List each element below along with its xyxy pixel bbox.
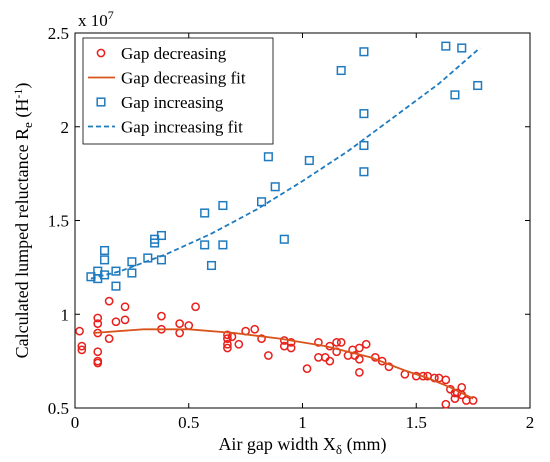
x-tick-label-1: 0.5 <box>178 413 199 432</box>
point-0-34 <box>302 364 312 373</box>
point-2-23 <box>279 234 289 244</box>
point-2-24 <box>304 155 314 166</box>
point-0-49 <box>361 339 371 349</box>
point-2-29 <box>359 167 369 177</box>
point-2-31 <box>450 90 460 100</box>
y-tick-label-1: 1 <box>61 305 70 324</box>
point-0-52 <box>384 362 394 372</box>
point-2-15 <box>200 240 210 250</box>
point-0-29 <box>264 351 273 360</box>
point-2-5 <box>100 245 110 256</box>
x-tick-label-4: 2 <box>526 413 535 432</box>
series-1 <box>93 328 474 400</box>
point-0-21 <box>223 339 232 349</box>
point-2-26 <box>359 47 369 57</box>
point-0-68 <box>457 383 467 392</box>
point-2-32 <box>457 43 467 53</box>
point-2-22 <box>270 182 280 192</box>
point-2-20 <box>257 197 267 207</box>
point-0-42 <box>336 338 346 347</box>
point-0-7 <box>93 319 103 328</box>
point-0-0 <box>75 326 84 336</box>
point-0-25 <box>234 339 244 349</box>
point-2-18 <box>218 240 228 250</box>
y-axis-multiplier: x 107 <box>78 8 114 30</box>
point-0-18 <box>184 321 194 330</box>
point-2-12 <box>150 238 160 248</box>
point-2-33 <box>473 80 483 91</box>
point-0-38 <box>325 356 335 366</box>
x-axis-label: Air gap width Xδ (mm) <box>218 434 386 457</box>
point-0-60 <box>441 375 451 385</box>
point-2-16 <box>200 208 210 218</box>
point-0-16 <box>175 328 184 338</box>
point-0-10 <box>104 296 114 306</box>
legend-swatch-2 <box>96 97 106 107</box>
point-2-9 <box>127 257 137 267</box>
x-tick-label-3: 1.5 <box>406 413 427 432</box>
point-2-21 <box>263 152 273 162</box>
point-0-1 <box>77 345 87 355</box>
fit-line-1 <box>93 328 474 400</box>
point-2-19 <box>218 200 228 211</box>
point-0-47 <box>355 354 364 364</box>
y-tick-label-4: 2.5 <box>48 24 69 43</box>
point-0-11 <box>111 317 121 327</box>
point-0-2 <box>77 341 87 351</box>
point-0-9 <box>104 334 114 343</box>
point-0-4 <box>93 356 103 366</box>
y-tick-label-3: 2 <box>61 118 70 137</box>
y-tick-label-2: 1.5 <box>48 212 69 231</box>
legend-label-3: Gap increasing fit <box>121 118 243 137</box>
x-tick-label-0: 0 <box>71 413 80 432</box>
data-marks <box>75 41 483 409</box>
point-2-7 <box>111 266 121 276</box>
point-0-8 <box>93 313 103 323</box>
series-0 <box>75 296 478 409</box>
point-2-6 <box>111 281 121 291</box>
point-0-14 <box>157 311 166 321</box>
legend-label-2: Gap increasing <box>121 93 224 112</box>
y-axis-label: Calculated lumped reluctance Re (H-1) <box>11 83 35 359</box>
point-0-28 <box>257 334 266 343</box>
point-0-48 <box>355 368 364 377</box>
point-2-8 <box>127 268 137 278</box>
point-0-27 <box>250 324 260 334</box>
point-0-12 <box>120 302 130 312</box>
point-2-30 <box>441 41 451 51</box>
point-0-32 <box>286 338 296 347</box>
y-tick-label-0: 0.5 <box>48 399 69 418</box>
point-0-46 <box>355 343 364 353</box>
point-0-20 <box>223 334 232 343</box>
point-2-17 <box>206 260 217 271</box>
point-0-5 <box>93 347 103 357</box>
point-2-14 <box>156 230 166 241</box>
point-2-25 <box>336 65 346 76</box>
point-0-36 <box>314 338 323 347</box>
point-2-27 <box>359 109 369 119</box>
point-2-4 <box>100 255 110 265</box>
point-0-23 <box>223 330 232 340</box>
point-0-19 <box>191 302 200 312</box>
point-2-13 <box>156 255 166 265</box>
point-0-58 <box>434 373 444 383</box>
point-2-28 <box>359 140 369 151</box>
point-0-33 <box>286 343 296 353</box>
axis-ticks: 0 0.5 1 1.5 20.511.522.5 <box>48 24 535 432</box>
point-0-41 <box>332 338 341 347</box>
legend-label-1: Gap decreasing fit <box>121 69 246 88</box>
point-0-22 <box>223 343 232 353</box>
legend: Gap decreasing Gap decreasing fit Gap incr… <box>82 37 274 145</box>
point-0-13 <box>120 315 130 325</box>
legend-swatch-0 <box>96 48 106 58</box>
legend-label-0: Gap decreasing <box>121 44 227 63</box>
x-tick-label-2: 1 <box>298 413 307 432</box>
point-0-17 <box>175 319 184 328</box>
point-0-66 <box>468 396 478 405</box>
point-0-24 <box>227 332 237 342</box>
point-0-59 <box>441 399 451 409</box>
